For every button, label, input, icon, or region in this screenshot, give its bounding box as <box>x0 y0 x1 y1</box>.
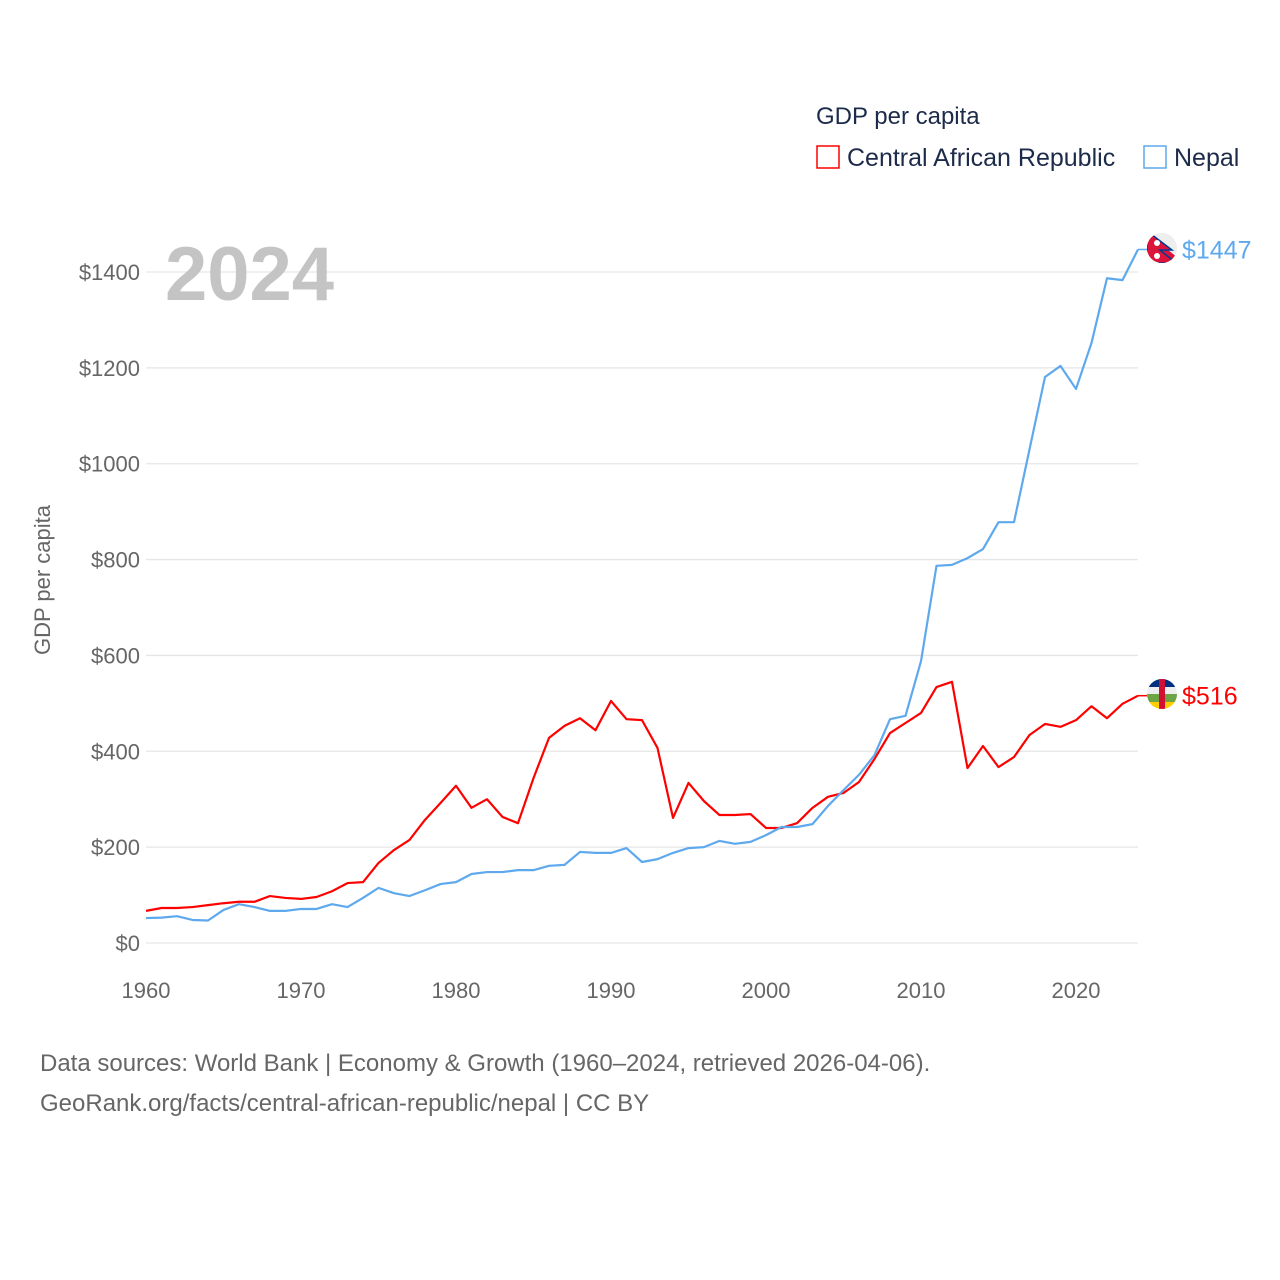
end-value-label: $1447 <box>1182 236 1252 264</box>
y-tick-label: $0 <box>116 931 140 956</box>
legend-swatch-car <box>816 145 840 169</box>
y-axis-label: GDP per capita <box>30 504 55 655</box>
y-tick-label: $1400 <box>79 260 140 285</box>
x-tick-label: 1970 <box>277 978 326 1003</box>
y-tick-label: $200 <box>91 835 140 860</box>
end-value-label: $516 <box>1182 683 1238 711</box>
data-sources-text: Data sources: World Bank | Economy & Gro… <box>40 1050 931 1077</box>
source-url-text[interactable]: GeoRank.org/facts/central-african-republ… <box>40 1090 650 1117</box>
y-tick-label: $400 <box>91 739 140 764</box>
x-tick-label: 2020 <box>1052 978 1101 1003</box>
y-tick-label: $1200 <box>79 356 140 381</box>
y-tick-label: $600 <box>91 643 140 668</box>
source-footer: Data sources: World Bank | Economy & Gro… <box>40 1044 930 1124</box>
series-line-nepal <box>145 248 1139 922</box>
car-flag-icon <box>1147 679 1177 709</box>
legend-item-car[interactable]: Central African Republic <box>816 144 1115 172</box>
x-tick-label: 1990 <box>587 978 636 1003</box>
legend-item-nepal[interactable]: Nepal <box>1143 144 1239 172</box>
x-tick-label: 1980 <box>432 978 481 1003</box>
x-tick-label: 1960 <box>122 978 171 1003</box>
x-tick-label: 2000 <box>742 978 791 1003</box>
year-label: 2024 <box>165 232 334 317</box>
legend-label-nepal: Nepal <box>1174 144 1239 172</box>
x-tick-label: 2010 <box>897 978 946 1003</box>
nepal-flag-icon <box>1147 233 1177 263</box>
legend-label-car: Central African Republic <box>847 144 1115 172</box>
legend-swatch-nepal <box>1143 145 1167 169</box>
y-tick-label: $1000 <box>79 452 140 477</box>
series-line-car <box>145 680 1139 912</box>
y-tick-label: $800 <box>91 548 140 573</box>
legend-title: GDP per capita <box>816 103 980 130</box>
